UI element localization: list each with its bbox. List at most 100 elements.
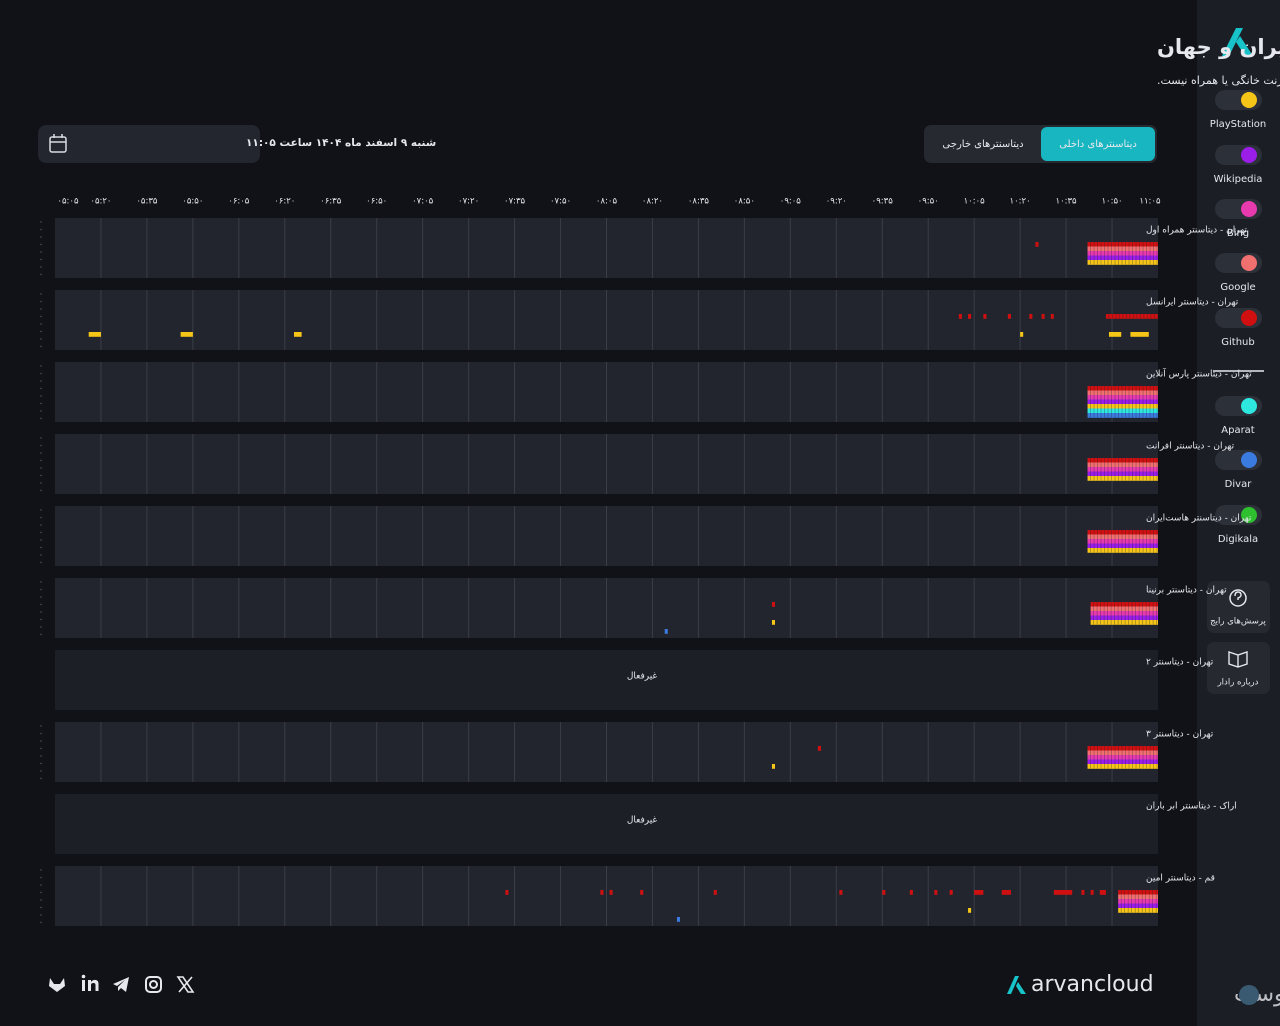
x-tick-label: ۰۸:۲۰ bbox=[642, 197, 663, 207]
row-dot bbox=[40, 489, 42, 492]
row-dot bbox=[40, 524, 42, 526]
service-swatch[interactable] bbox=[1241, 507, 1257, 523]
tab-label[interactable]: دیتاسنترهای خارجی bbox=[942, 139, 1023, 150]
service-name: Digikala bbox=[1218, 534, 1258, 545]
row-dot bbox=[40, 315, 42, 318]
x-tick-label: ۰۹:۳۵ bbox=[872, 197, 894, 207]
row-dot bbox=[40, 380, 42, 382]
row-dot bbox=[40, 581, 42, 583]
faq-button[interactable] bbox=[1207, 581, 1270, 633]
x-tick-label: ۱۰:۵۰ bbox=[1101, 197, 1122, 207]
outage bbox=[1087, 251, 1158, 256]
outage bbox=[1001, 890, 1011, 895]
outage bbox=[1087, 530, 1158, 535]
row-dot bbox=[40, 444, 42, 447]
tab-active[interactable] bbox=[1041, 127, 1155, 161]
row-dot bbox=[40, 459, 42, 462]
tab-label[interactable]: دیتاسنترهای داخلی bbox=[1059, 139, 1137, 150]
row-dot bbox=[40, 603, 42, 606]
outage bbox=[1087, 408, 1158, 414]
date-box[interactable] bbox=[38, 125, 260, 163]
row-dot bbox=[40, 906, 42, 909]
row-dot bbox=[40, 293, 42, 295]
row-dot bbox=[40, 618, 42, 621]
outage bbox=[1090, 890, 1094, 895]
outage bbox=[1118, 894, 1158, 900]
outage bbox=[1087, 476, 1158, 481]
outage bbox=[1087, 534, 1158, 540]
outage bbox=[1090, 620, 1158, 625]
row-dot bbox=[40, 345, 42, 348]
row-dot bbox=[40, 300, 42, 303]
outage bbox=[1118, 890, 1158, 895]
social-icons[interactable] bbox=[49, 974, 195, 993]
page-title: وضعیت ارتباطات اینترنت ایران و جهان bbox=[1157, 35, 1280, 59]
x-tick-label: ۰۵:۳۵ bbox=[136, 197, 158, 207]
outage bbox=[1029, 314, 1033, 319]
row-label: قم - دیتاسنتر امین bbox=[1146, 874, 1215, 884]
row-dot bbox=[40, 914, 42, 916]
row-dot bbox=[40, 243, 42, 246]
x-tick-label: ۰۹:۵۰ bbox=[918, 197, 939, 207]
outage bbox=[1087, 413, 1158, 418]
button-label[interactable]: پرسش‌های رایج bbox=[1210, 617, 1266, 627]
outage bbox=[1087, 386, 1158, 391]
x-tick-label: ۱۰:۰۵ bbox=[964, 197, 986, 207]
outage bbox=[1087, 471, 1158, 477]
outage bbox=[1090, 611, 1158, 616]
outage bbox=[1105, 314, 1158, 319]
service-swatch[interactable] bbox=[1241, 255, 1257, 271]
row-dot bbox=[40, 611, 42, 613]
service-swatch[interactable] bbox=[1241, 310, 1257, 326]
service-swatch[interactable] bbox=[1241, 201, 1257, 217]
row-dot bbox=[40, 554, 42, 556]
service-name: Google bbox=[1220, 282, 1255, 293]
outage bbox=[1087, 395, 1158, 400]
x-tick-label: ۰۶:۵۰ bbox=[366, 197, 387, 207]
row-dot bbox=[40, 482, 42, 484]
service-swatch[interactable] bbox=[1241, 452, 1257, 468]
outage bbox=[1035, 242, 1039, 247]
outage bbox=[1041, 314, 1045, 319]
row-dot bbox=[40, 395, 42, 397]
x-tick-label: ۱۰:۲۰ bbox=[1010, 197, 1031, 207]
row-dot bbox=[40, 747, 42, 750]
row-status: غیرفعال bbox=[627, 672, 658, 682]
outage bbox=[958, 314, 962, 319]
outage bbox=[640, 890, 644, 895]
about-button[interactable] bbox=[1207, 642, 1270, 694]
service-swatch[interactable] bbox=[1241, 92, 1257, 108]
row-dot bbox=[40, 891, 42, 894]
outage bbox=[713, 890, 717, 895]
outage bbox=[1090, 602, 1158, 607]
x-tick-label: ۰۵:۲۰ bbox=[90, 197, 111, 207]
brand-name: arvancloud bbox=[1031, 972, 1154, 997]
row-label: تهران - دیتاسنتر ۳ bbox=[1146, 730, 1214, 740]
row-label: تهران - دیتاسنتر همراه اول bbox=[1146, 226, 1247, 236]
brand-logo bbox=[1016, 982, 1026, 994]
service-name: PlayStation bbox=[1210, 119, 1266, 130]
outage bbox=[1053, 890, 1073, 895]
outage bbox=[1087, 755, 1158, 760]
row-dot bbox=[40, 531, 42, 534]
row-dot bbox=[40, 228, 42, 231]
x-tick-label: ۰۸:۵۰ bbox=[734, 197, 755, 207]
outage bbox=[771, 764, 776, 769]
outage bbox=[1087, 399, 1158, 405]
outage bbox=[1118, 908, 1158, 913]
button-label[interactable]: درباره رادار bbox=[1217, 678, 1259, 688]
outage bbox=[609, 890, 613, 895]
row-dot bbox=[40, 732, 42, 735]
row-dot bbox=[40, 437, 42, 439]
outage bbox=[1099, 890, 1106, 895]
service-swatch[interactable] bbox=[1241, 147, 1257, 163]
row-dot bbox=[40, 474, 42, 477]
service-swatch[interactable] bbox=[1241, 398, 1257, 414]
row-label: اراک - دیتاسنتر ابر باران bbox=[1146, 801, 1237, 812]
row-dot bbox=[40, 308, 42, 310]
outage bbox=[1087, 260, 1158, 265]
outage bbox=[505, 890, 509, 895]
faq-icon bbox=[1229, 589, 1247, 607]
row-dot bbox=[40, 588, 42, 591]
